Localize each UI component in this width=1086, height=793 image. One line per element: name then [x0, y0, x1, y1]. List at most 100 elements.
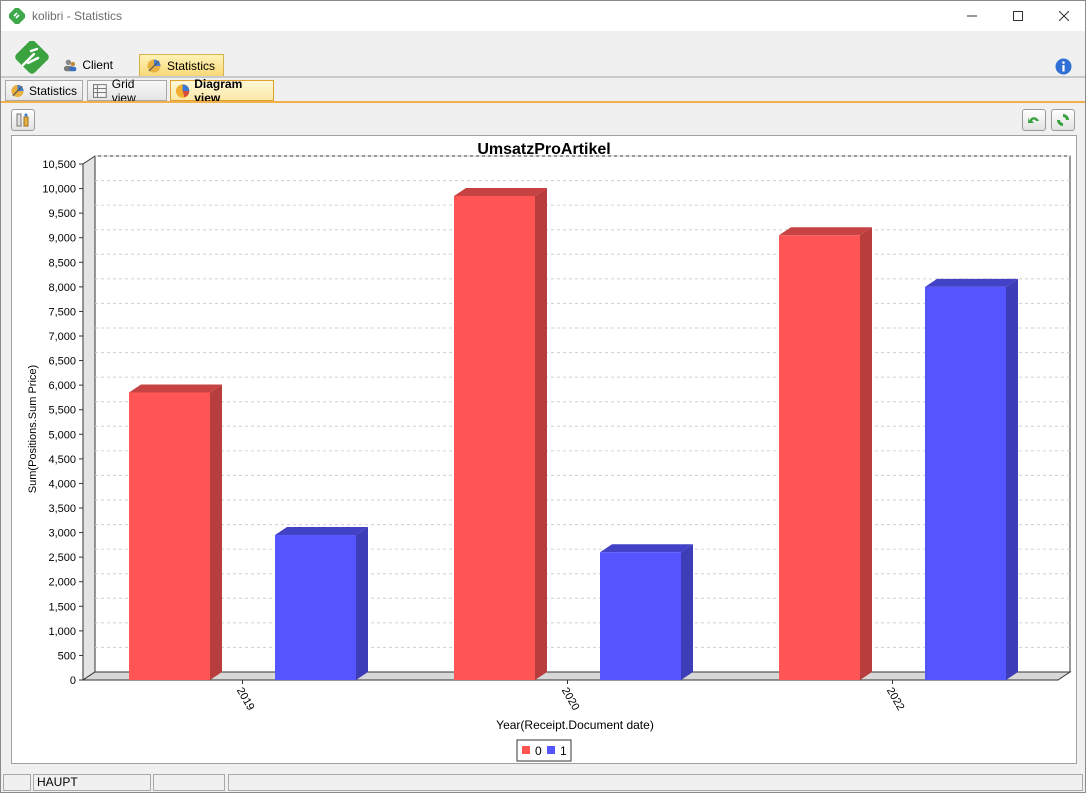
- bar-side-face: [681, 544, 693, 680]
- y-tick-label: 10,500: [42, 159, 76, 171]
- bar-2022-series-1: [925, 278, 1018, 680]
- sub-tab-bar: Statistics Grid view Diagram view: [1, 77, 1085, 105]
- y-tick-label: 4,500: [48, 454, 76, 466]
- y-axis-label: Sum(Positions.Sum Price): [27, 365, 39, 493]
- x-tick-label: 2022: [884, 686, 907, 713]
- chart-back-wall: [94, 155, 1071, 673]
- kolibri-logo[interactable]: [14, 41, 50, 75]
- kolibri-app-icon: [9, 8, 25, 24]
- close-icon: [1059, 11, 1069, 21]
- grid-icon: [92, 83, 107, 98]
- bar-2020-series-1: [600, 544, 693, 680]
- bar-top-face: [275, 527, 368, 536]
- info-icon[interactable]: [1055, 58, 1072, 75]
- x-tick-label: 2019: [234, 686, 257, 713]
- bar-side-face: [535, 187, 547, 680]
- y-tick-label: 1,000: [48, 626, 76, 638]
- minimize-icon: [967, 15, 977, 17]
- subtab-diagram-view[interactable]: Diagram view: [170, 77, 274, 105]
- y-tick-label: 7,000: [48, 331, 76, 343]
- legend-label-series-0: 0: [535, 744, 542, 758]
- bar-top-face: [129, 384, 222, 393]
- y-tick-label: 6,500: [48, 356, 76, 368]
- chart-bars: [129, 187, 1018, 680]
- bar-side-face: [860, 227, 872, 680]
- y-tick-label: 10,000: [42, 184, 76, 196]
- active-subtab-underline: [1, 101, 1085, 103]
- bar-top-face: [925, 278, 1018, 287]
- bar-side-face: [356, 527, 368, 680]
- users-icon: [63, 59, 77, 72]
- chart-settings-button[interactable]: [11, 109, 35, 131]
- tab-divider: [1, 76, 1085, 78]
- close-button[interactable]: [1041, 1, 1086, 31]
- y-tick-label: 7,500: [48, 306, 76, 318]
- refresh-button[interactable]: [1051, 109, 1075, 131]
- pie-chart-icon: [175, 83, 190, 98]
- chart-axes: [79, 163, 1058, 684]
- y-tick-label: 9,000: [48, 233, 76, 245]
- y-tick-label: 6,000: [48, 380, 76, 392]
- chart-title: UmsatzProArtikel: [477, 141, 610, 158]
- diagram-toolbar: [1, 103, 1085, 135]
- bar-2019-series-1: [275, 527, 368, 680]
- bar-2022-series-0: [779, 227, 872, 680]
- bar-top-face: [454, 187, 547, 196]
- maximize-button[interactable]: [995, 1, 1041, 31]
- tab-client-label: Client: [82, 58, 113, 72]
- subtab-statistics[interactable]: Statistics: [5, 80, 83, 101]
- chart-side-wall: [82, 155, 96, 681]
- bar-front-face: [925, 286, 1006, 680]
- y-tick-label: 5,500: [48, 405, 76, 417]
- bar-chart: UmsatzProArtikel 0 500 1,000 1,500 2,000 2,50…: [27, 141, 1072, 762]
- bar-top-face: [779, 227, 872, 236]
- y-tick-label: 8,000: [48, 282, 76, 294]
- x-axis-label: Year(Receipt.Document date): [496, 718, 654, 732]
- y-tick-label: 5,000: [48, 429, 76, 441]
- chart-settings-icon: [16, 113, 29, 127]
- bar-2019-series-0: [129, 384, 222, 680]
- bar-side-face: [210, 384, 222, 680]
- y-tick-label: 2,500: [48, 552, 76, 564]
- x-tick-label: 2020: [559, 686, 582, 713]
- bar-top-face: [600, 544, 693, 553]
- tab-statistics[interactable]: Statistics: [139, 54, 224, 76]
- bar-front-face: [779, 235, 860, 680]
- y-tick-label: 2,000: [48, 577, 76, 589]
- bar-side-face: [1006, 278, 1018, 680]
- statistics-icon: [147, 59, 161, 72]
- subtab-grid-view[interactable]: Grid view: [87, 77, 167, 105]
- y-tick-label: 4,000: [48, 478, 76, 490]
- status-bar: HAUPT: [1, 772, 1085, 792]
- y-tick-label: 8,500: [48, 257, 76, 269]
- y-tick-label: 3,500: [48, 503, 76, 515]
- undo-button[interactable]: [1022, 109, 1046, 131]
- bar-2020-series-0: [454, 187, 547, 680]
- subtab-statistics-label: Statistics: [28, 83, 77, 98]
- y-tick-label: 3,000: [48, 528, 76, 540]
- maximize-icon: [1013, 11, 1023, 21]
- title-bar: kolibri - Statistics: [1, 1, 1085, 31]
- status-cell-database: HAUPT: [33, 774, 151, 791]
- chart-grid: [81, 155, 1072, 681]
- chart-panel: UmsatzProArtikel 0 500 1,000 1,500 2,000 2,50…: [11, 135, 1077, 764]
- chart-floor: [81, 671, 1072, 681]
- statistics-icon: [11, 84, 24, 97]
- legend-swatch-series-1: [547, 746, 555, 754]
- window-title: kolibri - Statistics: [32, 9, 123, 23]
- refresh-icon: [1057, 114, 1069, 126]
- status-cell-1: [3, 774, 31, 791]
- legend-box: [516, 739, 572, 762]
- y-tick-label: 9,500: [48, 208, 76, 220]
- y-tick-label: 1,500: [48, 601, 76, 613]
- tab-statistics-label: Statistics: [166, 58, 215, 73]
- bar-front-face: [275, 535, 356, 680]
- status-cell-4: [228, 774, 1083, 791]
- minimize-button[interactable]: [949, 1, 995, 31]
- legend-swatch-series-0: [522, 746, 530, 754]
- tab-client[interactable]: Client: [57, 54, 121, 76]
- undo-arrow-icon: [1028, 117, 1039, 123]
- y-tick-label: 500: [58, 650, 76, 662]
- bar-front-face: [129, 392, 210, 680]
